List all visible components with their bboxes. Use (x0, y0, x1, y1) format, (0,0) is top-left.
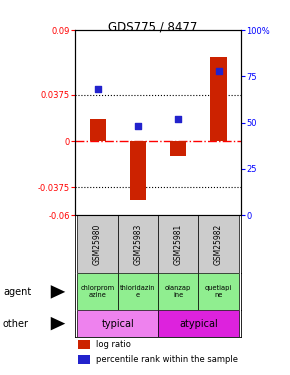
Bar (90, 119, 106, 141)
Point (216, 68, 221, 74)
Text: thioridazin
e: thioridazin e (120, 285, 156, 298)
Text: olanzap
ine: olanzap ine (165, 285, 191, 298)
Text: GSM25982: GSM25982 (214, 224, 223, 265)
Bar (170, 141, 186, 156)
Point (95, 86, 100, 92)
Bar (130, 141, 146, 200)
Bar (77, 215, 118, 273)
Bar (198, 273, 239, 310)
Bar (118, 215, 158, 273)
Point (135, 123, 140, 129)
Text: GSM25983: GSM25983 (133, 224, 142, 265)
Text: GSM25980: GSM25980 (93, 224, 102, 265)
Text: quetiapi
ne: quetiapi ne (205, 285, 232, 298)
Text: log ratio: log ratio (96, 340, 130, 349)
Bar (77, 273, 118, 310)
Text: atypical: atypical (179, 319, 218, 328)
Text: typical: typical (102, 319, 134, 328)
Bar (158, 273, 198, 310)
Bar (198, 215, 239, 273)
Text: other: other (3, 319, 29, 328)
Bar (77, 310, 158, 337)
Bar (158, 215, 198, 273)
Text: percentile rank within the sample: percentile rank within the sample (96, 355, 238, 364)
Text: GDS775 / 8477: GDS775 / 8477 (108, 21, 197, 34)
Text: agent: agent (3, 287, 31, 297)
Text: GSM25981: GSM25981 (174, 224, 183, 265)
Bar (118, 273, 158, 310)
Point (176, 116, 181, 122)
Bar (158, 310, 239, 337)
Bar (211, 57, 226, 141)
Text: chlorprom
azine: chlorprom azine (81, 285, 115, 298)
